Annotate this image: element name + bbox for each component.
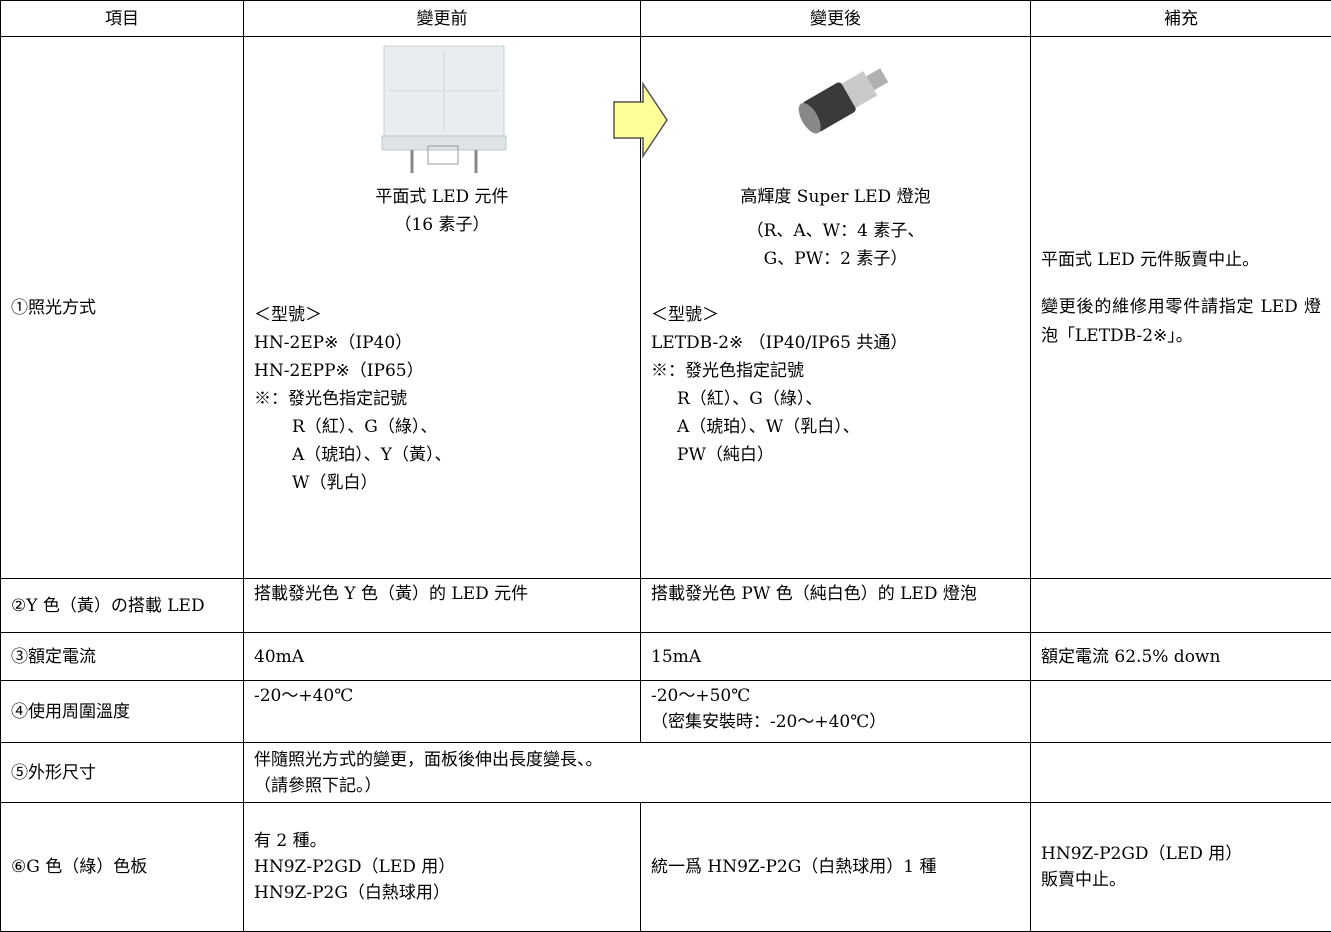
header-cell: 補充 [1031,1,1331,37]
label-cell: ④使用周圍溫度 [1,681,244,743]
label-cell: ③額定電流 [1,633,244,681]
after-cell: 統一爲 HN9Z-P2G（白熱球用）1 種 [641,803,1031,932]
text-line: （請參照下記。） [254,773,1020,799]
text-line: A（琥珀）、W（乳白）、 [651,413,907,441]
text-block: -20～+50℃（密集安裝時：-20～+40℃） [651,683,1020,735]
before-cell: 40mA [244,633,641,681]
text-line: PW（純白） [651,441,907,469]
text-line: 平面式 LED 元件 [254,183,630,211]
after-cell: 高輝度 Super LED 燈泡 （R、A、W：4 素子、G、PW：2 素子） ＜… [641,37,1031,579]
row: ②Y 色（黃）の搭載 LED 搭載發光色 Y 色（黃）的 LED 元件 搭載發光… [1,579,1331,633]
text-line: HN9Z-P2GD（LED 用） [254,854,630,880]
text-line: LETDB-2※ （IP40/IP65 共通） [651,329,907,357]
label-cell: ①照光方式 [1,37,244,579]
text-line: G、PW：2 素子） [651,245,1020,273]
label-cell: ②Y 色（黃）の搭載 LED [1,579,244,633]
text-line: 販賣中止。 [1041,867,1321,893]
text-block: HN9Z-P2GD（LED 用）販賣中止。 [1041,841,1321,893]
before-cell: 平面式 LED 元件（16 素子） ＜型號＞HN-2EP※（IP40）HN-2E… [244,37,641,579]
note-cell [1031,681,1331,743]
text-block: R（紅）、G（綠）、A（琥珀）、W（乳白）、PW（純白） [651,385,907,469]
text-block: 有 2 種。HN9Z-P2GD（LED 用）HN9Z-P2G（白熱球用） [254,828,630,906]
text-block: R（紅）、G（綠）、A（琥珀）、Y（黃）、W（乳白） [254,413,452,497]
text-block: 伴隨照光方式的變更，面板後伸出長度變長、。（請參照下記。） [254,747,1020,799]
text-line: 有 2 種。 [254,828,630,854]
note-cell: 額定電流 62.5% down [1031,633,1331,681]
before-cell: -20～+40℃ [244,681,641,743]
text-line: 高輝度 Super LED 燈泡 [651,183,1020,211]
text-line: -20～+50℃ [651,683,1020,709]
text-line: R（紅）、G（綠）、 [254,413,452,441]
text-block: LETDB-2※ （IP40/IP65 共通） [651,329,907,357]
text-line: （R、A、W：4 素子、 [651,217,1020,245]
text-block: 平面式 LED 元件（16 素子） [254,183,630,239]
row: ③額定電流 40mA 15mA 額定電流 62.5% down [1,633,1331,681]
row: ⑥G 色（綠）色板 有 2 種。HN9Z-P2GD（LED 用）HN9Z-P2G… [1,803,1331,932]
note-cell [1031,743,1331,803]
merged-cell: 伴隨照光方式的變更，面板後伸出長度變長、。（請參照下記。） [244,743,1031,803]
text-line: 變更後的維修用零件請指定 LED 燈泡「LETDB-2※」。 [1041,293,1321,351]
led-bulb-image [779,49,899,149]
text-line: A（琥珀）、Y（黃）、 [254,441,452,469]
text-line: （16 素子） [254,211,630,239]
text: ＜型號＞ [254,301,452,329]
row: ⑤外形尺寸 伴隨照光方式的變更，面板後伸出長度變長、。（請參照下記。） [1,743,1331,803]
row: ④使用周圍溫度 -20～+40℃ -20～+50℃（密集安裝時：-20～+40℃… [1,681,1331,743]
text: ※：發光色指定記號 [651,357,907,385]
header-row: 項目 變更前 變更後 補充 [1,1,1331,37]
text-line: HN9Z-P2GD（LED 用） [1041,841,1321,867]
label-cell: ⑤外形尺寸 [1,743,244,803]
text-block: HN-2EP※（IP40）HN-2EPP※（IP65） [254,329,452,385]
text-line: 伴隨照光方式的變更，面板後伸出長度變長、。 [254,747,1020,773]
after-cell: -20～+50℃（密集安裝時：-20～+40℃） [641,681,1031,743]
note-cell [1031,579,1331,633]
after-cell: 15mA [641,633,1031,681]
text-line: 平面式 LED 元件販賣中止。 [1041,246,1321,275]
after-cell: 搭載發光色 PW 色（純白色）的 LED 燈泡 [641,579,1031,633]
text-line: HN9Z-P2G（白熱球用） [254,880,630,906]
text: ※：發光色指定記號 [254,385,452,413]
arrow [611,80,671,160]
before-cell: 有 2 種。HN9Z-P2GD（LED 用）HN9Z-P2G（白熱球用） [244,803,641,932]
header-cell: 變更後 [641,1,1031,37]
led-element-image [374,41,514,176]
text-line: HN-2EPP※（IP65） [254,357,452,385]
before-cell: 搭載發光色 Y 色（黃）的 LED 元件 [244,579,641,633]
text-block: 平面式 LED 元件販賣中止。變更後的維修用零件請指定 LED 燈泡「LETDB… [1041,246,1321,351]
text-line: HN-2EP※（IP40） [254,329,452,357]
text-line: （密集安裝時：-20～+40℃） [651,709,1020,735]
text-line: W（乳白） [254,469,452,497]
header-cell: 變更前 [244,1,641,37]
note-cell: 平面式 LED 元件販賣中止。變更後的維修用零件請指定 LED 燈泡「LETDB… [1031,37,1331,579]
text-block: 高輝度 Super LED 燈泡 （R、A、W：4 素子、G、PW：2 素子） [651,183,1020,273]
label-cell: ⑥G 色（綠）色板 [1,803,244,932]
text: ＜型號＞ [651,301,907,329]
note-cell: HN9Z-P2GD（LED 用）販賣中止。 [1031,803,1331,932]
text-line: R（紅）、G（綠）、 [651,385,907,413]
header-cell: 項目 [1,1,244,37]
